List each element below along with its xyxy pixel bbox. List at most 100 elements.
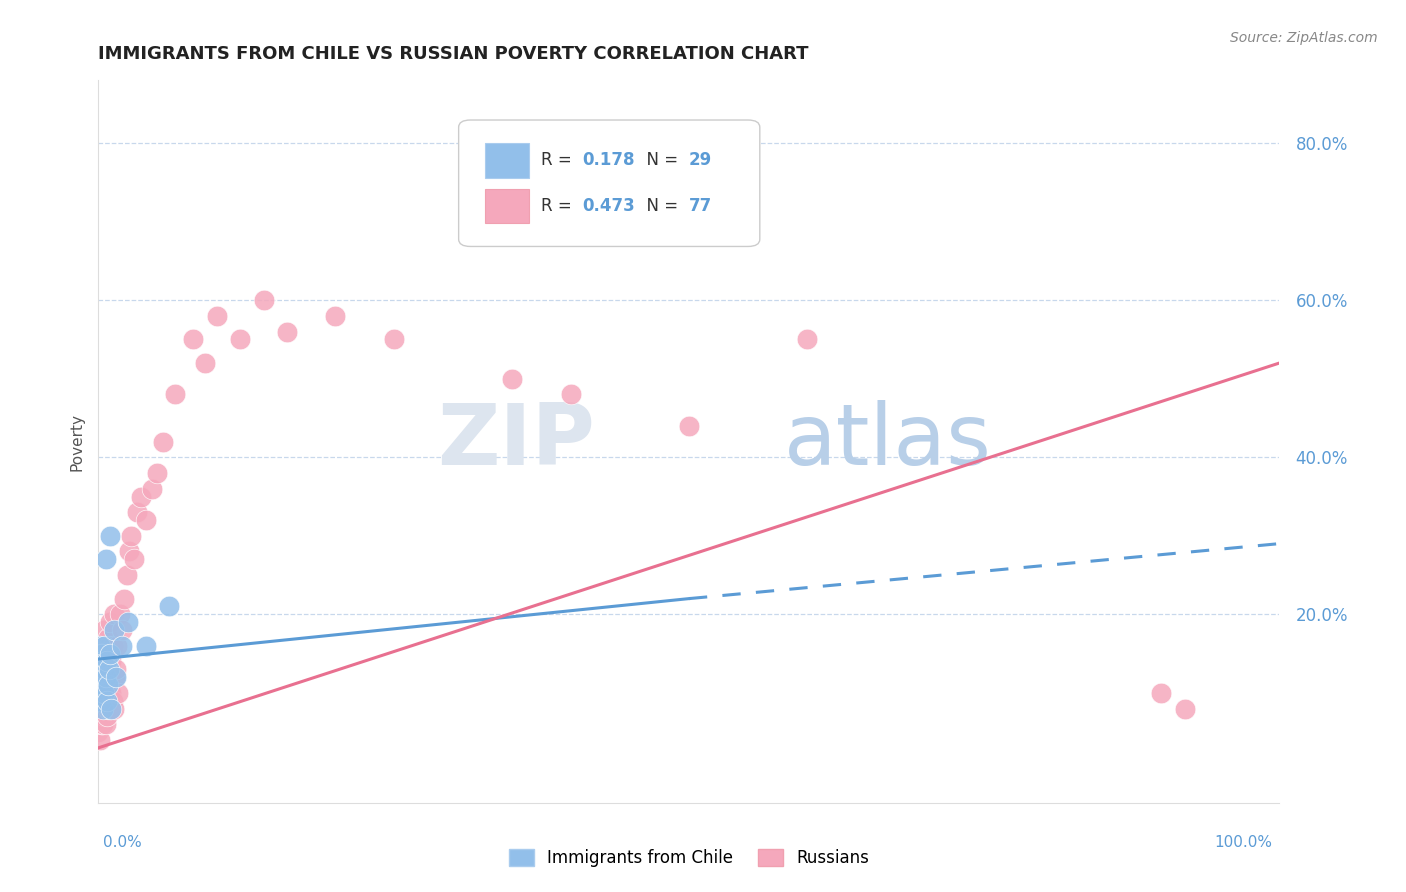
- Point: [103, 607, 125, 622]
- Point: [89, 709, 111, 723]
- Point: [90, 694, 112, 708]
- Point: [94, 717, 117, 731]
- Text: R =: R =: [541, 197, 578, 215]
- Point: [93, 662, 115, 676]
- Point: [117, 615, 139, 630]
- Point: [276, 325, 298, 339]
- Point: [96, 639, 118, 653]
- Text: 0.178: 0.178: [582, 152, 636, 169]
- Point: [87, 701, 110, 715]
- Point: [90, 670, 112, 684]
- Point: [98, 647, 121, 661]
- Point: [1174, 701, 1197, 715]
- Point: [94, 552, 117, 566]
- Point: [91, 701, 114, 715]
- Point: [90, 647, 112, 661]
- Text: atlas: atlas: [783, 400, 991, 483]
- Legend: Immigrants from Chile, Russians: Immigrants from Chile, Russians: [502, 842, 876, 874]
- Point: [94, 694, 117, 708]
- Point: [104, 670, 127, 684]
- Point: [105, 662, 128, 676]
- Point: [121, 529, 143, 543]
- Point: [253, 293, 276, 308]
- Point: [129, 490, 152, 504]
- Point: [115, 568, 138, 582]
- Point: [105, 639, 128, 653]
- Point: [135, 639, 157, 653]
- Point: [107, 686, 129, 700]
- Point: [229, 333, 252, 347]
- Bar: [485, 143, 530, 178]
- Point: [678, 418, 700, 433]
- Point: [89, 662, 111, 676]
- Point: [108, 607, 131, 622]
- Point: [181, 333, 204, 347]
- Point: [100, 686, 122, 700]
- Text: N =: N =: [636, 152, 683, 169]
- Bar: [485, 188, 530, 223]
- Point: [96, 670, 118, 684]
- Point: [103, 701, 125, 715]
- Point: [91, 647, 114, 661]
- Point: [94, 647, 117, 661]
- Point: [89, 733, 111, 747]
- Point: [91, 686, 114, 700]
- Point: [91, 670, 114, 684]
- Y-axis label: Poverty: Poverty: [69, 412, 84, 471]
- Point: [152, 434, 174, 449]
- Point: [127, 505, 149, 519]
- Point: [98, 670, 121, 684]
- Point: [96, 694, 118, 708]
- Point: [87, 655, 110, 669]
- Point: [91, 701, 114, 715]
- Point: [91, 655, 114, 669]
- Point: [112, 591, 135, 606]
- Text: N =: N =: [636, 197, 683, 215]
- Point: [97, 631, 120, 645]
- Point: [98, 615, 121, 630]
- Point: [98, 701, 121, 715]
- Point: [501, 372, 523, 386]
- Point: [100, 655, 122, 669]
- Point: [135, 513, 157, 527]
- Point: [96, 709, 118, 723]
- Point: [90, 709, 112, 723]
- Point: [93, 686, 115, 700]
- Text: 100.0%: 100.0%: [1215, 836, 1272, 850]
- Point: [91, 655, 114, 669]
- Point: [122, 552, 145, 566]
- Text: 0.473: 0.473: [582, 197, 636, 215]
- FancyBboxPatch shape: [458, 120, 759, 246]
- Point: [87, 725, 110, 739]
- Point: [93, 709, 115, 723]
- Point: [90, 717, 112, 731]
- Point: [157, 599, 180, 614]
- Point: [111, 639, 134, 653]
- Point: [91, 678, 114, 692]
- Point: [94, 670, 117, 684]
- Point: [101, 639, 124, 653]
- Point: [105, 670, 128, 684]
- Point: [165, 387, 187, 401]
- Point: [97, 701, 120, 715]
- Point: [97, 694, 120, 708]
- Point: [97, 678, 120, 692]
- Point: [1150, 686, 1173, 700]
- Point: [118, 544, 141, 558]
- Point: [93, 623, 115, 637]
- Point: [91, 717, 114, 731]
- Point: [98, 662, 121, 676]
- Point: [91, 717, 114, 731]
- Point: [194, 356, 217, 370]
- Point: [90, 662, 112, 676]
- Point: [323, 309, 346, 323]
- Point: [111, 623, 134, 637]
- Point: [98, 529, 121, 543]
- Point: [93, 655, 115, 669]
- Point: [93, 701, 115, 715]
- Point: [97, 662, 120, 676]
- Point: [98, 678, 121, 692]
- Point: [93, 639, 115, 653]
- Text: 0.0%: 0.0%: [103, 836, 142, 850]
- Point: [90, 694, 112, 708]
